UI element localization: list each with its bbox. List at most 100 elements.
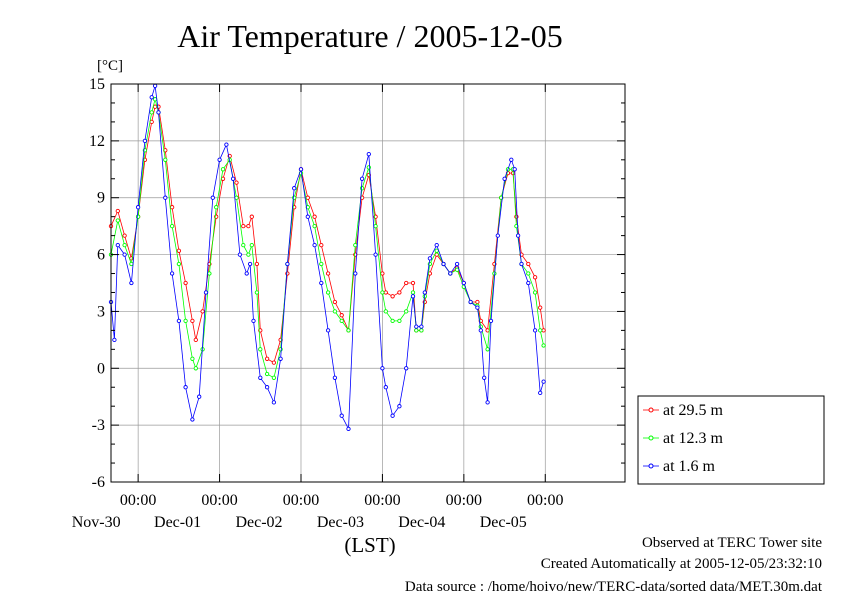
data-point <box>390 294 395 299</box>
data-point <box>397 318 402 324</box>
data-point <box>538 305 543 310</box>
grid <box>111 84 625 482</box>
data-point <box>234 195 239 200</box>
data-point <box>380 290 385 295</box>
data-point <box>353 242 358 248</box>
data-point <box>312 223 317 229</box>
data-point <box>526 261 531 267</box>
data-point <box>541 328 546 333</box>
data-point <box>373 223 378 229</box>
data-point <box>410 294 416 299</box>
data-point <box>448 271 453 276</box>
x-axis-label: (LST) <box>344 533 395 557</box>
data-point <box>519 261 524 267</box>
x-tick-time-label: 00:00 <box>120 492 156 509</box>
x-tick-time-label: 00:00 <box>283 492 319 509</box>
data-point <box>468 299 473 305</box>
axis-ticks: 15129630-3-600:00Nov-3000:00Dec-0100:00D… <box>72 76 625 531</box>
data-point <box>305 195 310 200</box>
data-point <box>541 343 546 348</box>
plot-frame <box>110 83 626 483</box>
footer-source: Data source : /home/hoivo/new/TERC-data/… <box>404 579 822 595</box>
data-point <box>251 318 256 324</box>
data-point <box>193 337 198 343</box>
data-point <box>312 242 317 248</box>
data-point <box>359 176 365 181</box>
data-point <box>115 218 120 223</box>
data-point <box>359 186 365 191</box>
data-point <box>319 280 324 286</box>
y-tick-label: -6 <box>92 474 105 491</box>
data-point <box>200 309 205 314</box>
data-point <box>122 233 127 238</box>
data-point <box>237 252 243 257</box>
legend-swatch-marker <box>648 463 654 469</box>
data-point <box>305 214 310 219</box>
data-point <box>414 324 419 329</box>
data-point <box>122 242 127 248</box>
data-point <box>190 417 195 422</box>
data-point <box>414 328 419 333</box>
data-point <box>485 347 490 352</box>
data-point <box>541 379 546 384</box>
data-point <box>512 167 517 172</box>
data-point <box>271 400 277 405</box>
data-point <box>224 142 229 147</box>
legend-label: at 12.3 m <box>663 430 724 447</box>
data-point <box>454 261 460 267</box>
data-point <box>312 214 317 219</box>
data-point <box>404 280 409 286</box>
data-point <box>278 347 283 352</box>
x-tick-time-label: 00:00 <box>527 492 563 509</box>
data-point <box>515 233 521 238</box>
x-tick-date-label: Dec-05 <box>480 514 527 531</box>
legend-swatch-marker <box>648 407 654 413</box>
data-point <box>247 261 253 267</box>
data-point <box>434 242 439 248</box>
data-point <box>509 157 514 162</box>
data-point <box>346 328 351 333</box>
y-tick-label: 0 <box>97 360 105 377</box>
data-point <box>390 413 395 418</box>
data-point <box>419 328 424 333</box>
data-point <box>441 261 446 267</box>
data-point <box>461 280 466 286</box>
data-point <box>112 337 117 343</box>
data-point <box>264 371 270 377</box>
data-point <box>135 205 141 210</box>
data-point <box>122 252 127 257</box>
data-point <box>325 290 331 295</box>
data-point <box>339 413 344 418</box>
y-tick-label: -3 <box>92 417 105 434</box>
data-point <box>383 309 388 314</box>
legend: at 29.5 m at 12.3 m at 1.6 m <box>637 395 825 485</box>
data-point <box>346 426 351 432</box>
data-point <box>169 271 175 276</box>
data-point <box>422 290 427 295</box>
data-point <box>380 366 385 371</box>
data-point <box>285 261 290 267</box>
chart-title: Air Temperature / 2005-12-05 <box>177 18 563 54</box>
data-point <box>325 328 331 333</box>
legend-label: at 29.5 m <box>663 402 724 419</box>
data-point <box>278 356 283 361</box>
data-point <box>246 252 251 257</box>
data-point <box>258 375 263 380</box>
y-tick-label: 15 <box>89 76 105 93</box>
series-layer <box>108 83 546 432</box>
data-point <box>254 261 260 267</box>
x-tick-time-label: 00:00 <box>364 492 400 509</box>
data-point <box>254 290 260 295</box>
data-point <box>298 167 304 172</box>
legend-swatch-marker <box>648 435 654 441</box>
data-point <box>183 318 188 324</box>
data-point <box>264 356 270 361</box>
data-point <box>478 328 483 333</box>
data-point <box>249 214 254 219</box>
x-tick-time-label: 00:00 <box>446 492 482 509</box>
data-point <box>532 290 538 295</box>
data-point <box>197 394 202 399</box>
y-tick-label: 12 <box>89 133 105 150</box>
data-point <box>390 318 395 324</box>
data-point <box>485 400 490 405</box>
